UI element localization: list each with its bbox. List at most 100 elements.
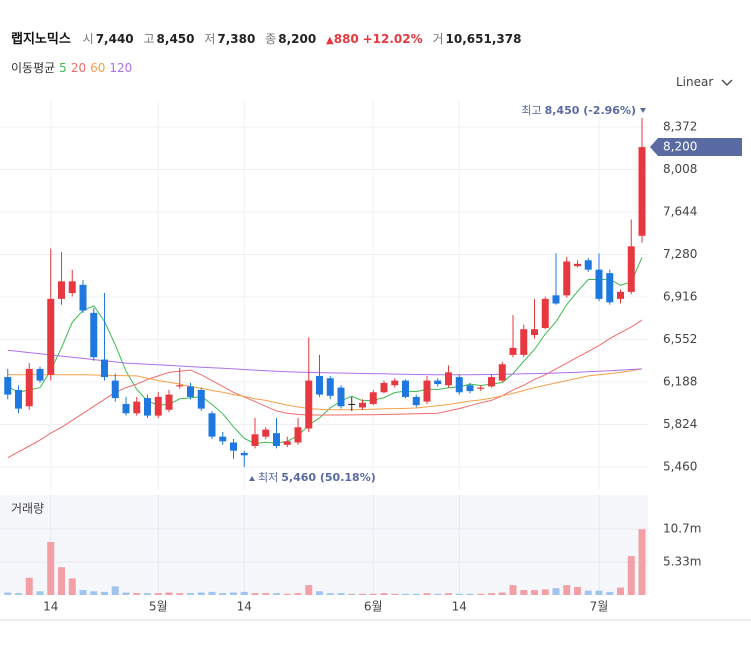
candle-body — [498, 364, 506, 381]
x-tick-label: 6월 — [364, 600, 383, 614]
candle-body — [488, 377, 495, 387]
candle-body — [595, 269, 603, 299]
candle-body — [552, 295, 560, 304]
volume-bar — [101, 591, 108, 595]
candle-body — [606, 273, 614, 303]
volume-bar — [369, 593, 377, 595]
candle-body — [316, 375, 323, 395]
open: 7,440 — [95, 32, 134, 46]
ma-line — [7, 368, 643, 411]
candle-body — [466, 385, 474, 392]
x-tick-label: 14 — [452, 600, 467, 614]
volume-bar — [262, 593, 270, 595]
volume-bar — [240, 591, 248, 595]
candle-body — [563, 261, 571, 296]
volume-bar — [47, 541, 55, 595]
volume-bar — [251, 593, 259, 595]
high-label: 최고 — [521, 104, 541, 117]
candle-body — [4, 377, 12, 395]
candle-body — [15, 389, 22, 409]
volume-label: 거래량 — [11, 502, 44, 516]
volume-bar — [348, 593, 356, 595]
candle-body — [359, 402, 366, 408]
volume-bar — [122, 592, 130, 595]
candle-body — [326, 378, 334, 396]
x-tick-label: 14 — [237, 600, 252, 614]
candle-body — [434, 380, 442, 385]
volume-bar — [305, 585, 313, 595]
low-annotation: 최저 5,460 (50.18%) — [258, 471, 376, 484]
chevron — [721, 79, 733, 86]
candle-body — [412, 396, 420, 406]
volume-bar — [380, 593, 388, 595]
candle-body — [133, 401, 141, 414]
candle-body — [68, 281, 76, 294]
y-tick-label: 5,460 — [663, 459, 697, 473]
candle-body — [197, 389, 205, 409]
high-annotation: 최고 8,450 (-2.96%) — [521, 104, 636, 117]
candle-body — [627, 246, 635, 292]
scale-mode[interactable]: Linear — [676, 75, 714, 89]
y-tick-label: 5.33m — [663, 555, 701, 569]
volume: 10,651,378 — [445, 32, 522, 46]
volume-bar — [563, 585, 571, 595]
candle-body — [25, 368, 33, 407]
high-marker — [640, 108, 646, 113]
price-tag — [650, 138, 742, 157]
candle-body — [509, 347, 517, 355]
change-pct: +12.02% — [362, 32, 423, 46]
volume-bar — [466, 593, 474, 595]
volume-bar — [423, 593, 431, 595]
candle-body — [455, 377, 463, 393]
volume-bar — [412, 593, 420, 595]
candle-body — [391, 380, 399, 386]
label: 시 — [82, 32, 94, 46]
volume-bar — [541, 589, 549, 595]
volume-panel — [0, 495, 648, 595]
volume-bar — [617, 587, 624, 595]
volume-bar — [574, 586, 581, 595]
volume-bar — [187, 593, 194, 595]
volume-bar — [595, 590, 603, 595]
volume-bar — [391, 593, 399, 595]
x-tick-label: 14 — [43, 600, 58, 614]
volume-bar — [58, 567, 65, 595]
scale-dropdown[interactable]: Linear — [676, 75, 733, 89]
volume-bar — [165, 592, 173, 595]
candle-body — [348, 403, 356, 405]
candle-body — [240, 452, 248, 456]
volume-bar — [273, 593, 280, 595]
volume-bar — [90, 591, 98, 595]
candle-body — [144, 398, 151, 416]
candle-body — [58, 281, 65, 299]
volume-bar — [36, 591, 44, 595]
candle-body — [187, 386, 194, 397]
high: 8,450 — [156, 32, 195, 46]
candle-body — [101, 359, 108, 378]
volume-bar — [230, 592, 237, 595]
candle-body — [251, 434, 259, 446]
candle-body — [584, 260, 592, 270]
candle-body — [520, 329, 528, 355]
volume-bar — [337, 593, 345, 595]
volume-bar — [455, 593, 463, 595]
volume-bar — [477, 593, 485, 595]
ma-line — [7, 257, 643, 445]
candle-body — [305, 380, 313, 429]
volume-bar — [133, 593, 141, 595]
candle-body — [176, 385, 184, 387]
volume-bar — [15, 593, 22, 595]
volume-bar — [584, 590, 592, 595]
y-tick-label: 8,372 — [663, 119, 697, 133]
label: 거 — [432, 32, 444, 46]
volume-bar — [402, 593, 409, 595]
legend-item: 5 — [59, 61, 67, 75]
low-text: 5,460 (50.18%) — [281, 471, 376, 484]
volume-bar — [638, 529, 646, 595]
label: 저 — [204, 32, 216, 46]
x-tick-label: 7월 — [590, 600, 609, 614]
y-tick-label: 6,552 — [663, 332, 697, 346]
volume-bar — [283, 593, 291, 595]
